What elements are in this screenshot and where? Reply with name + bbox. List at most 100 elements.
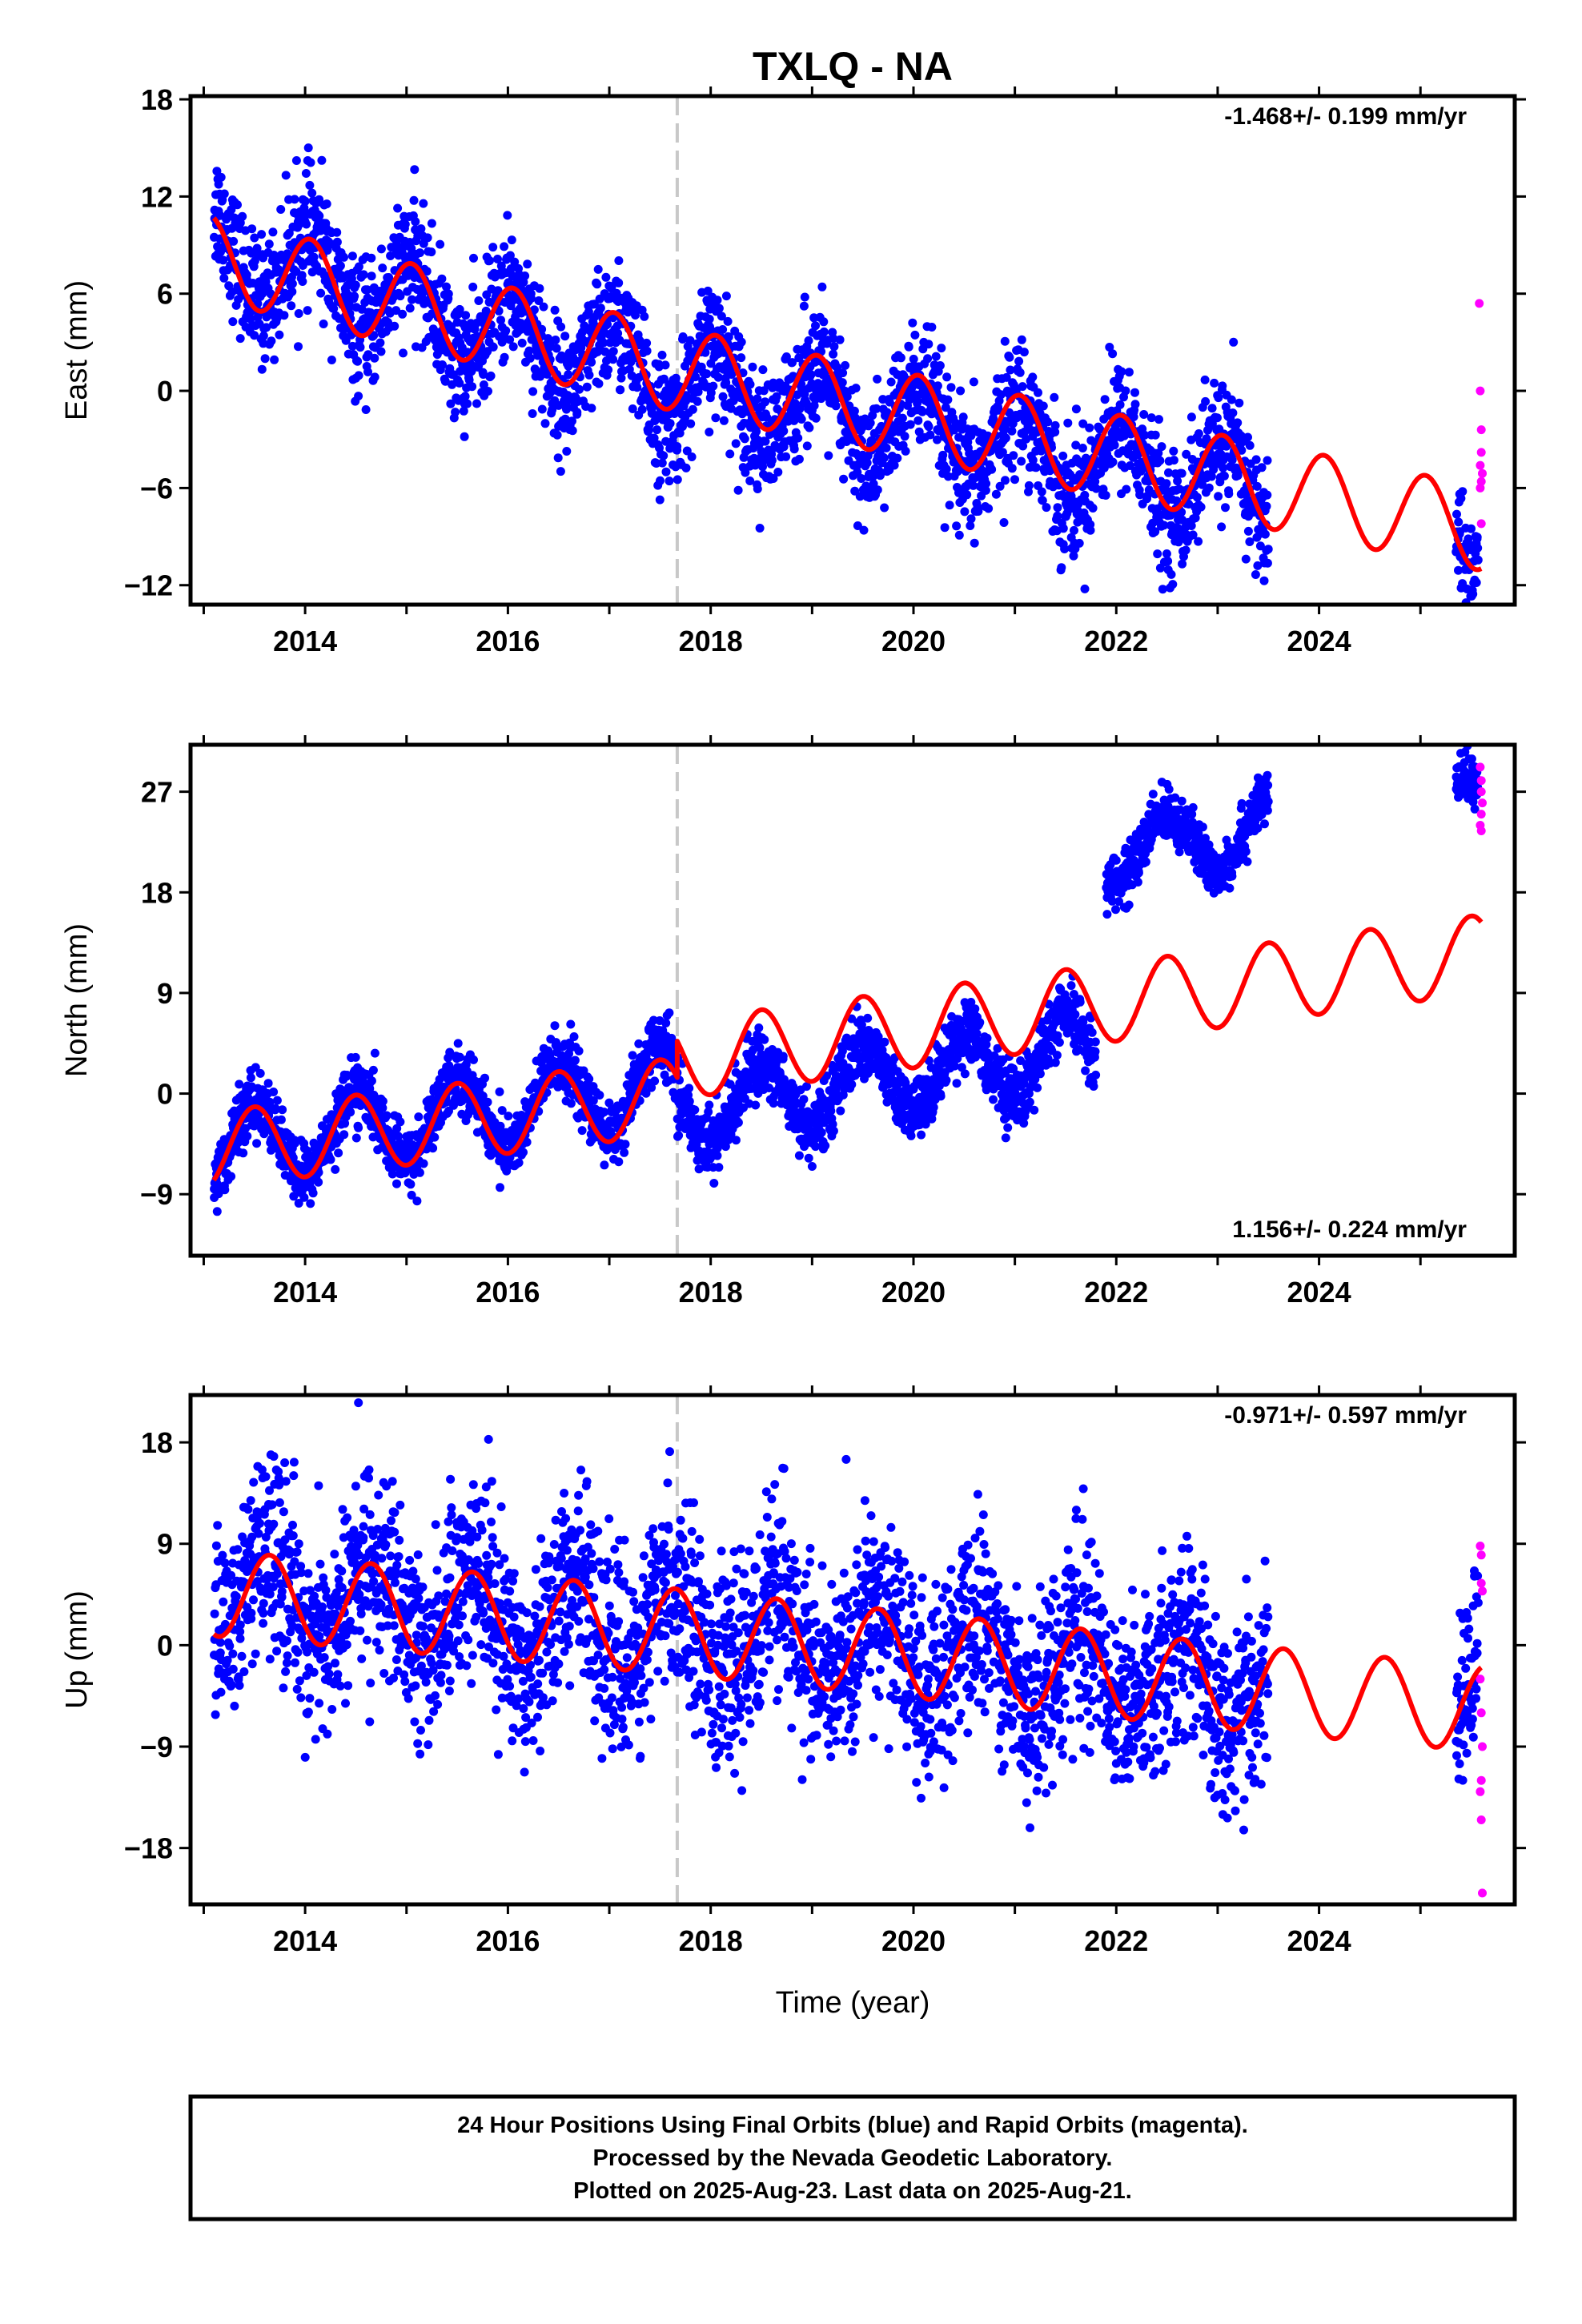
final-orbit-point xyxy=(867,436,877,445)
final-orbit-point xyxy=(839,474,849,484)
final-orbit-point xyxy=(463,399,472,408)
final-orbit-point xyxy=(1028,372,1038,382)
final-orbit-point xyxy=(262,312,271,322)
final-orbit-point xyxy=(294,342,303,352)
final-orbit-point xyxy=(857,474,866,483)
final-orbit-point xyxy=(229,236,239,246)
final-orbit-point xyxy=(1129,412,1138,421)
final-orbit-point xyxy=(659,451,669,460)
final-orbit-point xyxy=(1229,337,1239,347)
final-orbit-point xyxy=(1121,386,1130,396)
final-orbit-point xyxy=(1150,527,1160,537)
final-orbit-point xyxy=(731,1136,741,1145)
x-tick-label: 2016 xyxy=(476,625,540,657)
final-orbit-point xyxy=(800,292,809,302)
final-orbit-point xyxy=(393,203,403,213)
final-orbit-point xyxy=(400,219,410,229)
final-orbit-point xyxy=(634,1039,644,1048)
final-orbit-point xyxy=(305,180,315,190)
final-orbit-point xyxy=(1080,584,1090,593)
final-orbit-point xyxy=(508,342,518,352)
final-orbit-point xyxy=(566,1019,576,1029)
final-orbit-point xyxy=(370,353,379,363)
final-orbit-point xyxy=(582,382,592,392)
final-orbit-point xyxy=(1057,563,1066,573)
final-orbit-point xyxy=(326,1155,335,1164)
final-orbit-point xyxy=(711,413,721,423)
final-orbit-point xyxy=(879,453,889,463)
final-orbit-point xyxy=(1204,483,1214,493)
final-orbit-point xyxy=(748,362,757,372)
final-orbit-point xyxy=(264,239,274,249)
final-orbit-point xyxy=(504,1112,513,1121)
final-orbit-point xyxy=(220,1185,230,1195)
final-orbit-point xyxy=(265,1097,275,1107)
final-orbit-point xyxy=(517,338,527,348)
final-orbit-point xyxy=(1245,537,1255,546)
final-orbit-point xyxy=(661,467,671,476)
final-orbit-point xyxy=(1110,440,1119,450)
final-orbit-point xyxy=(714,304,724,313)
final-orbit-point xyxy=(1028,456,1038,465)
final-orbit-point xyxy=(665,419,675,428)
final-orbit-point xyxy=(317,155,327,165)
final-orbit-point xyxy=(1078,444,1087,452)
final-orbit-point xyxy=(713,296,722,305)
final-orbit-point xyxy=(987,464,997,474)
final-orbit-point xyxy=(942,372,952,382)
final-orbit-point xyxy=(390,321,400,331)
final-orbit-point xyxy=(427,219,436,228)
final-orbit-point xyxy=(661,1019,671,1027)
final-orbit-point xyxy=(882,408,892,417)
final-orbit-point xyxy=(423,233,432,243)
final-orbit-point xyxy=(642,346,652,356)
final-orbit-point xyxy=(419,199,428,208)
final-orbit-point xyxy=(405,304,415,313)
final-orbit-point xyxy=(1060,545,1070,553)
final-orbit-point xyxy=(931,352,941,361)
final-orbit-point xyxy=(842,392,852,401)
final-orbit-point xyxy=(399,348,408,358)
final-orbit-point xyxy=(275,330,284,340)
final-orbit-point xyxy=(1100,395,1110,404)
final-orbit-point xyxy=(483,1097,492,1107)
final-orbit-point xyxy=(251,1063,260,1072)
final-orbit-point xyxy=(713,1151,722,1160)
final-orbit-point xyxy=(1019,348,1029,357)
final-orbit-point xyxy=(539,302,548,312)
final-orbit-point xyxy=(880,503,889,513)
final-orbit-point xyxy=(942,464,951,474)
final-orbit-point xyxy=(415,1168,424,1177)
final-orbit-point xyxy=(370,1048,379,1058)
final-orbit-point xyxy=(398,309,408,319)
final-orbit-point xyxy=(427,247,436,257)
final-orbit-point xyxy=(306,158,315,167)
x-tick-label: 2018 xyxy=(679,625,743,657)
final-orbit-point xyxy=(802,441,812,451)
rapid-orbit-point xyxy=(1476,476,1486,486)
final-orbit-point xyxy=(488,243,498,252)
final-orbit-point xyxy=(306,1199,315,1208)
final-orbit-point xyxy=(442,282,451,292)
final-orbit-point xyxy=(1162,479,1171,489)
final-orbit-point xyxy=(287,279,297,288)
final-orbit-point xyxy=(729,396,738,405)
final-orbit-point xyxy=(748,1045,757,1055)
final-orbit-point xyxy=(946,383,956,392)
final-orbit-point xyxy=(628,404,637,413)
final-orbit-point xyxy=(361,405,371,414)
final-orbit-point xyxy=(613,328,623,338)
final-orbit-point xyxy=(655,495,665,505)
final-orbit-point xyxy=(769,474,778,483)
final-orbit-point xyxy=(340,1119,350,1128)
final-orbit-point xyxy=(691,372,701,382)
final-orbit-point xyxy=(303,306,312,316)
final-orbit-point xyxy=(802,1082,811,1092)
final-orbit-point xyxy=(851,384,861,393)
final-orbit-point xyxy=(705,1100,714,1110)
final-orbit-point xyxy=(829,334,838,343)
final-orbit-point xyxy=(430,1132,440,1142)
final-orbit-point xyxy=(287,301,296,311)
final-orbit-point xyxy=(250,331,259,340)
final-orbit-point xyxy=(584,1074,594,1084)
